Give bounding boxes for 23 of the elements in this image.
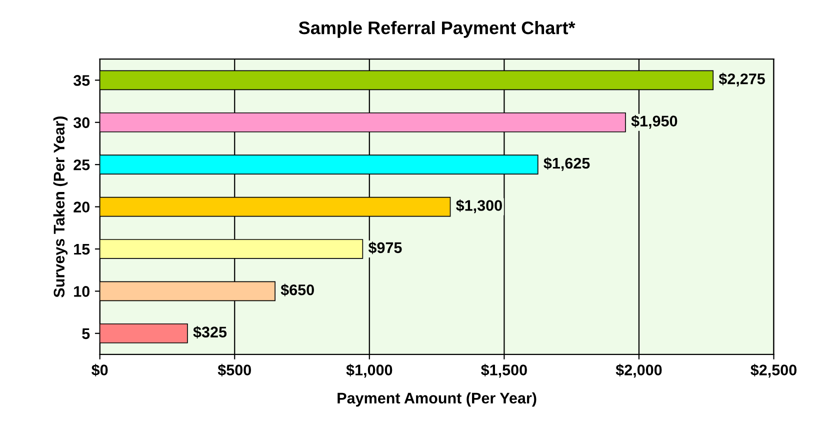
chart-title: Sample Referral Payment Chart* <box>298 20 576 38</box>
y-tick-label: 35 <box>73 75 90 86</box>
y-tick-label: 30 <box>73 117 90 128</box>
data-label: $325 <box>193 326 227 338</box>
x-tick-label: $1,000 <box>346 364 392 378</box>
x-tick-label: $2,000 <box>616 364 662 378</box>
data-label: $1,625 <box>544 157 590 171</box>
x-tick-label: $2,500 <box>750 364 796 378</box>
y-tick-label: 25 <box>74 159 90 170</box>
y-axis-title: Surveys Taken (Per Year) <box>53 116 68 298</box>
y-tick-label: 15 <box>74 244 90 255</box>
data-label: $650 <box>280 284 314 296</box>
data-label: $1,950 <box>631 114 678 129</box>
y-tick-label: 10 <box>74 286 90 297</box>
data-label: $975 <box>368 242 402 254</box>
data-label: $2,275 <box>718 72 765 86</box>
x-tick-label: $1,500 <box>481 364 527 378</box>
x-axis-title: Payment Amount (Per Year) <box>338 392 536 407</box>
data-label: $1,300 <box>456 199 502 214</box>
y-tick-label: 5 <box>82 328 90 340</box>
y-tick-label: 20 <box>74 202 90 212</box>
x-tick-label: $500 <box>218 364 251 376</box>
x-tick-label: $0 <box>92 364 108 376</box>
